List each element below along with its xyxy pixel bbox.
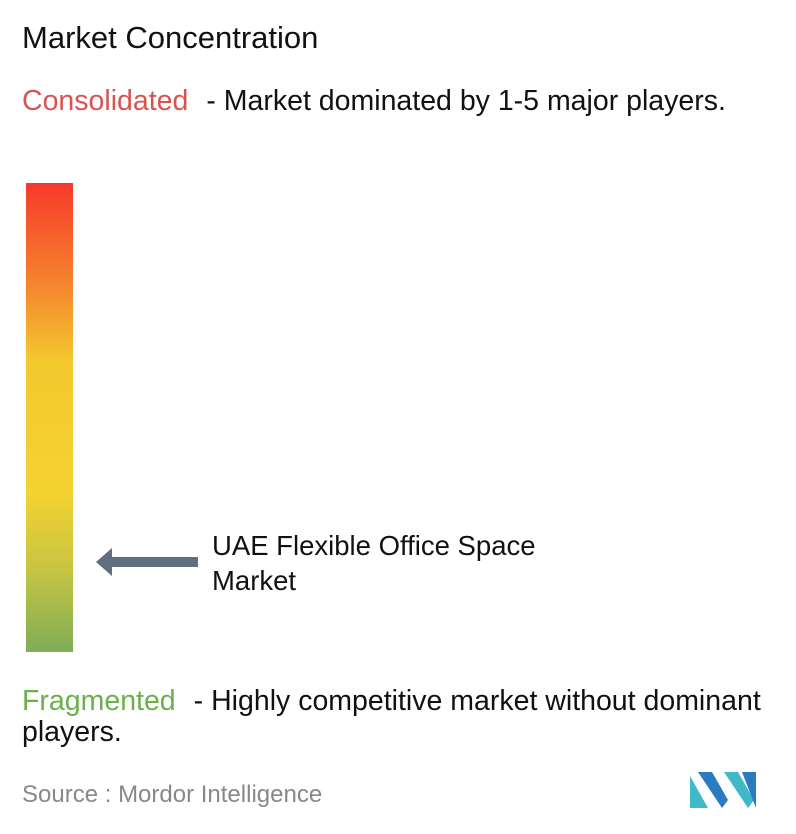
- fragmented-label: Fragmented: [22, 685, 176, 717]
- logo-part: [690, 776, 708, 808]
- consolidated-label: Consolidated: [22, 85, 189, 117]
- source-name: Mordor Intelligence: [118, 781, 323, 808]
- fragmented-description: - Highly competitive market without domi…: [22, 685, 761, 748]
- consolidated-text: Consolidated - Market dominated by 1-5 ma…: [22, 86, 762, 117]
- source-label: Source :: [22, 781, 112, 808]
- logo-part: [724, 772, 754, 808]
- arrow-shape: [96, 548, 198, 576]
- consolidated-description: - Market dominated by 1-5 major players.: [206, 85, 726, 117]
- fragmented-text: Fragmented - Highly competitive market wi…: [22, 686, 792, 748]
- logo-part: [698, 772, 728, 808]
- logo: [690, 772, 756, 808]
- title: Market Concentration: [22, 20, 319, 55]
- concentration-bar: [26, 183, 73, 652]
- market-label: UAE Flexible Office Space Market: [212, 530, 536, 596]
- logo-part: [742, 772, 756, 808]
- arrow: [96, 548, 198, 576]
- source: Source : Mordor Intelligence: [22, 781, 322, 809]
